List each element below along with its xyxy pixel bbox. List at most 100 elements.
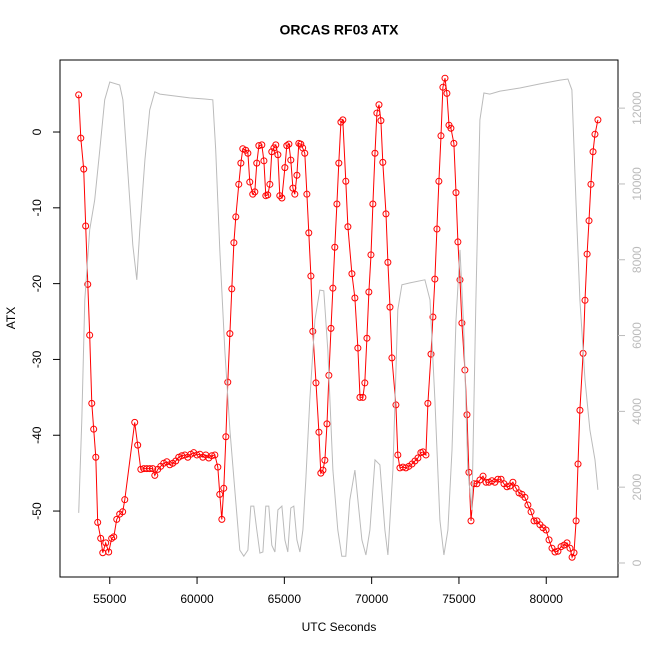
- point: [392, 401, 400, 409]
- point: [439, 83, 447, 91]
- point: [315, 428, 323, 436]
- point: [422, 451, 430, 459]
- point: [382, 210, 390, 218]
- y-tick-label: 0: [30, 128, 44, 135]
- point: [149, 465, 157, 473]
- y-tick-label: -20: [30, 275, 44, 293]
- point: [361, 379, 369, 387]
- point: [301, 149, 309, 157]
- point: [554, 547, 562, 555]
- point: [90, 425, 98, 433]
- point: [97, 534, 105, 542]
- point: [585, 217, 593, 225]
- y-tick-label: -40: [30, 426, 44, 444]
- point: [594, 116, 602, 124]
- y2-tick-label: 8000: [630, 246, 644, 273]
- point: [305, 229, 313, 237]
- x-tick-label: 70000: [355, 592, 389, 606]
- point: [272, 141, 280, 149]
- point: [581, 296, 589, 304]
- point: [503, 483, 511, 491]
- chart-title: ORCAS RF03 ATX: [279, 22, 399, 38]
- point: [88, 399, 96, 407]
- point: [146, 465, 154, 473]
- point: [108, 534, 116, 542]
- point: [80, 165, 88, 173]
- x-tick-label: 60000: [180, 592, 214, 606]
- y-tick-label: -50: [30, 502, 44, 520]
- point: [377, 117, 385, 125]
- point: [375, 101, 383, 109]
- point: [494, 475, 502, 483]
- point: [329, 284, 337, 292]
- point: [309, 327, 317, 335]
- point: [365, 288, 373, 296]
- point: [447, 124, 455, 132]
- point: [216, 490, 224, 498]
- point: [274, 151, 282, 159]
- point: [527, 508, 535, 516]
- point: [356, 393, 364, 401]
- point: [297, 140, 305, 148]
- point: [521, 493, 529, 501]
- point: [542, 526, 550, 534]
- point: [92, 453, 100, 461]
- point: [450, 139, 458, 147]
- point: [276, 192, 284, 200]
- point: [551, 548, 559, 556]
- x-tick-label: 65000: [268, 592, 302, 606]
- point: [303, 190, 311, 198]
- point: [572, 517, 580, 525]
- point: [82, 222, 90, 230]
- point: [84, 280, 92, 288]
- point: [456, 276, 464, 284]
- point: [249, 190, 257, 198]
- point: [463, 411, 471, 419]
- point: [367, 251, 375, 259]
- point: [335, 159, 343, 167]
- x-axis-label: UTC Seconds: [302, 620, 377, 634]
- series-line: [78, 78, 599, 558]
- point: [369, 200, 377, 208]
- point: [264, 191, 272, 199]
- point: [431, 275, 439, 283]
- point: [394, 451, 402, 459]
- point: [354, 344, 362, 352]
- point: [568, 553, 576, 561]
- y-tick-label: -10: [30, 199, 44, 217]
- point: [230, 239, 238, 247]
- point: [388, 354, 396, 362]
- point: [77, 134, 85, 142]
- point: [285, 140, 293, 148]
- y2-tick-label: 0: [630, 559, 644, 566]
- point: [134, 441, 142, 449]
- point: [251, 188, 259, 196]
- y2-tick-label: 12000: [630, 91, 644, 125]
- point: [452, 189, 460, 197]
- point: [458, 319, 466, 327]
- plot-box: [59, 59, 619, 578]
- point: [424, 399, 432, 407]
- point: [359, 393, 367, 401]
- point: [339, 116, 347, 124]
- point: [443, 89, 451, 97]
- point: [102, 539, 110, 547]
- point: [563, 539, 571, 547]
- point: [570, 549, 578, 557]
- point: [260, 157, 268, 165]
- point: [321, 456, 329, 464]
- point: [373, 109, 381, 117]
- point: [384, 258, 392, 266]
- point: [333, 200, 341, 208]
- point: [94, 518, 102, 526]
- point: [576, 406, 584, 414]
- point: [319, 466, 327, 474]
- point: [266, 180, 274, 188]
- point: [228, 285, 236, 293]
- point: [427, 350, 435, 358]
- point: [437, 132, 445, 140]
- y2-tick-label: 10000: [630, 167, 644, 201]
- y-axis-label: ATX: [4, 307, 18, 329]
- point: [258, 141, 266, 149]
